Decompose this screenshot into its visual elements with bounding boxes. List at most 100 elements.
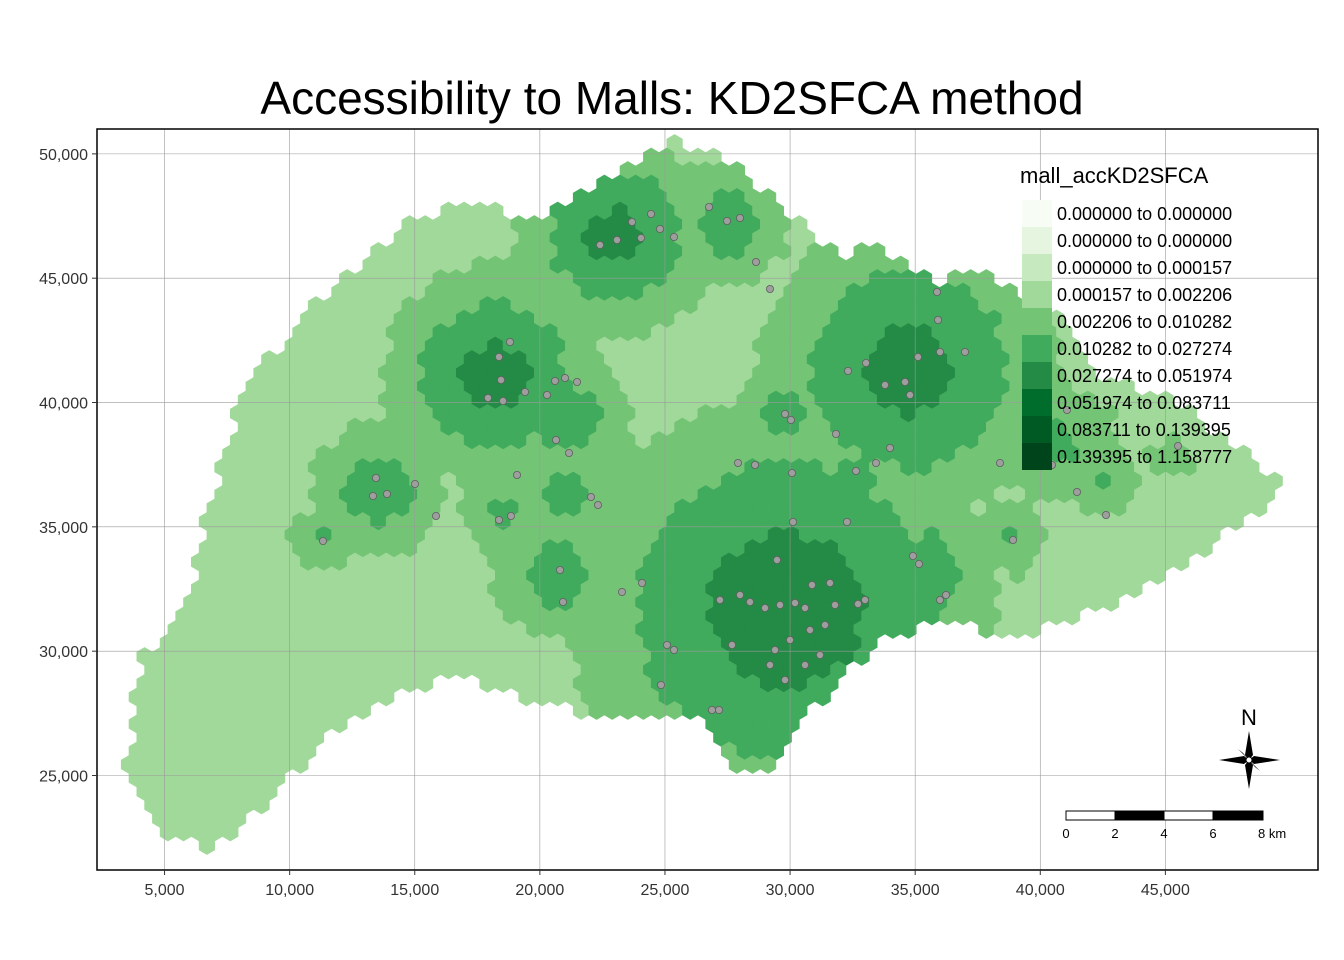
legend-swatch: [1022, 200, 1052, 227]
mall-point: [801, 661, 810, 670]
scale-label: 2: [1111, 826, 1118, 841]
mall-point: [663, 641, 672, 650]
mall-point: [637, 233, 646, 242]
mall-point: [565, 448, 574, 457]
mall-point: [647, 209, 656, 218]
mall-point: [318, 537, 327, 546]
accessibility-hexagon: [1227, 512, 1244, 531]
mall-point: [496, 375, 505, 384]
legend: mall_accKD2SFCA 0.000000 to 0.000000 0.000…: [1020, 163, 1232, 470]
mall-point: [936, 347, 945, 356]
mall-point: [936, 596, 945, 605]
mall-point: [521, 387, 530, 396]
accessibility-hexagon: [331, 714, 348, 734]
mall-point: [752, 257, 761, 266]
accessibility-hexagon: [1173, 552, 1190, 572]
mall-point: [561, 373, 570, 382]
legend-label: 0.027274 to 0.051974: [1057, 366, 1232, 386]
mall-point: [513, 470, 522, 479]
mall-point: [781, 676, 790, 685]
scale-label: 0: [1062, 826, 1069, 841]
axis-ticks: 5,000 10,000 15,000 20,000 25,000 30,000 35,00…: [39, 147, 1190, 899]
mall-point: [788, 468, 797, 477]
mall-point: [906, 390, 915, 399]
mall-point: [670, 646, 679, 655]
scale-bar: 0 2 4 6 8 km: [1062, 810, 1286, 841]
scale-segment: [1163, 810, 1214, 821]
mall-point: [801, 604, 810, 613]
mall-point: [942, 591, 951, 600]
accessibility-hexagon: [292, 755, 309, 774]
mall-point: [556, 566, 565, 575]
mall-point: [746, 598, 755, 607]
mall-point: [723, 216, 732, 225]
x-tick-label: 45,000: [1141, 882, 1190, 899]
mall-point: [854, 600, 863, 609]
mall-point: [915, 560, 924, 569]
mall-point: [862, 358, 871, 367]
mall-point: [736, 591, 745, 600]
mall-point: [618, 588, 627, 597]
mall-point: [587, 492, 596, 501]
north-label: N: [1241, 705, 1257, 730]
scale-segment: [1065, 810, 1116, 821]
mall-point: [961, 347, 970, 356]
mall-point: [734, 458, 743, 467]
mall-point: [1009, 536, 1018, 545]
x-tick-label: 30,000: [766, 882, 815, 899]
mall-point: [934, 315, 943, 324]
mall-point: [806, 626, 815, 635]
mall-point: [657, 681, 666, 690]
accessibility-hexagon: [378, 687, 395, 707]
x-tick-label: 20,000: [515, 882, 564, 899]
accessibility-hexagon: [814, 687, 831, 707]
map-frame-border: [96, 128, 1319, 871]
mall-point: [831, 601, 840, 610]
accessibility-hexagon: [1025, 620, 1042, 639]
accessibility-hexagon: [1126, 579, 1143, 599]
mall-point: [766, 661, 775, 670]
mall-point: [410, 479, 419, 488]
mall-point: [781, 409, 790, 418]
mall-point: [1073, 487, 1082, 496]
legend-swatch: [1022, 443, 1052, 470]
mall-point: [881, 380, 890, 389]
mall-point: [573, 377, 582, 386]
y-tick-label: 30,000: [39, 644, 88, 661]
mall-point: [494, 352, 503, 361]
legend-swatch: [1022, 389, 1052, 416]
scale-segment: [1114, 810, 1165, 821]
mall-point: [596, 240, 605, 249]
accessibility-hexagon-layer: [120, 134, 1283, 855]
legend-title: mall_accKD2SFCA: [1020, 163, 1209, 188]
y-tick-label: 25,000: [39, 769, 88, 786]
mall-point: [861, 596, 870, 605]
legend-label: 0.010282 to 0.027274: [1057, 339, 1232, 359]
x-tick-label: 35,000: [891, 882, 940, 899]
north-arrow: N: [1219, 705, 1280, 789]
mall-point: [594, 500, 603, 509]
mall-point: [552, 435, 561, 444]
mall-point: [628, 217, 637, 226]
legend-label: 0.000000 to 0.000000: [1057, 231, 1232, 251]
y-tick-label: 50,000: [39, 147, 88, 164]
graticule-grid: [97, 129, 1318, 870]
legend-label: 0.000157 to 0.002206: [1057, 285, 1232, 305]
mall-point: [613, 235, 622, 244]
mall-point: [506, 512, 515, 521]
mall-point: [844, 366, 853, 375]
mall-point: [505, 337, 514, 346]
scale-segment: [1212, 810, 1264, 821]
accessibility-hexagon: [1251, 498, 1268, 518]
mall-point: [914, 352, 923, 361]
mall-point: [787, 415, 796, 424]
scale-label: 8 km: [1258, 826, 1286, 841]
x-tick-label: 15,000: [390, 882, 439, 899]
mall-point: [1102, 510, 1111, 519]
legend-label: 0.083711 to 0.139395: [1057, 420, 1231, 440]
mall-point: [852, 466, 861, 475]
mall-point: [736, 213, 745, 222]
legend-label: 0.002206 to 0.010282: [1057, 312, 1232, 332]
mall-point: [551, 376, 560, 385]
y-tick-label: 40,000: [39, 396, 88, 413]
